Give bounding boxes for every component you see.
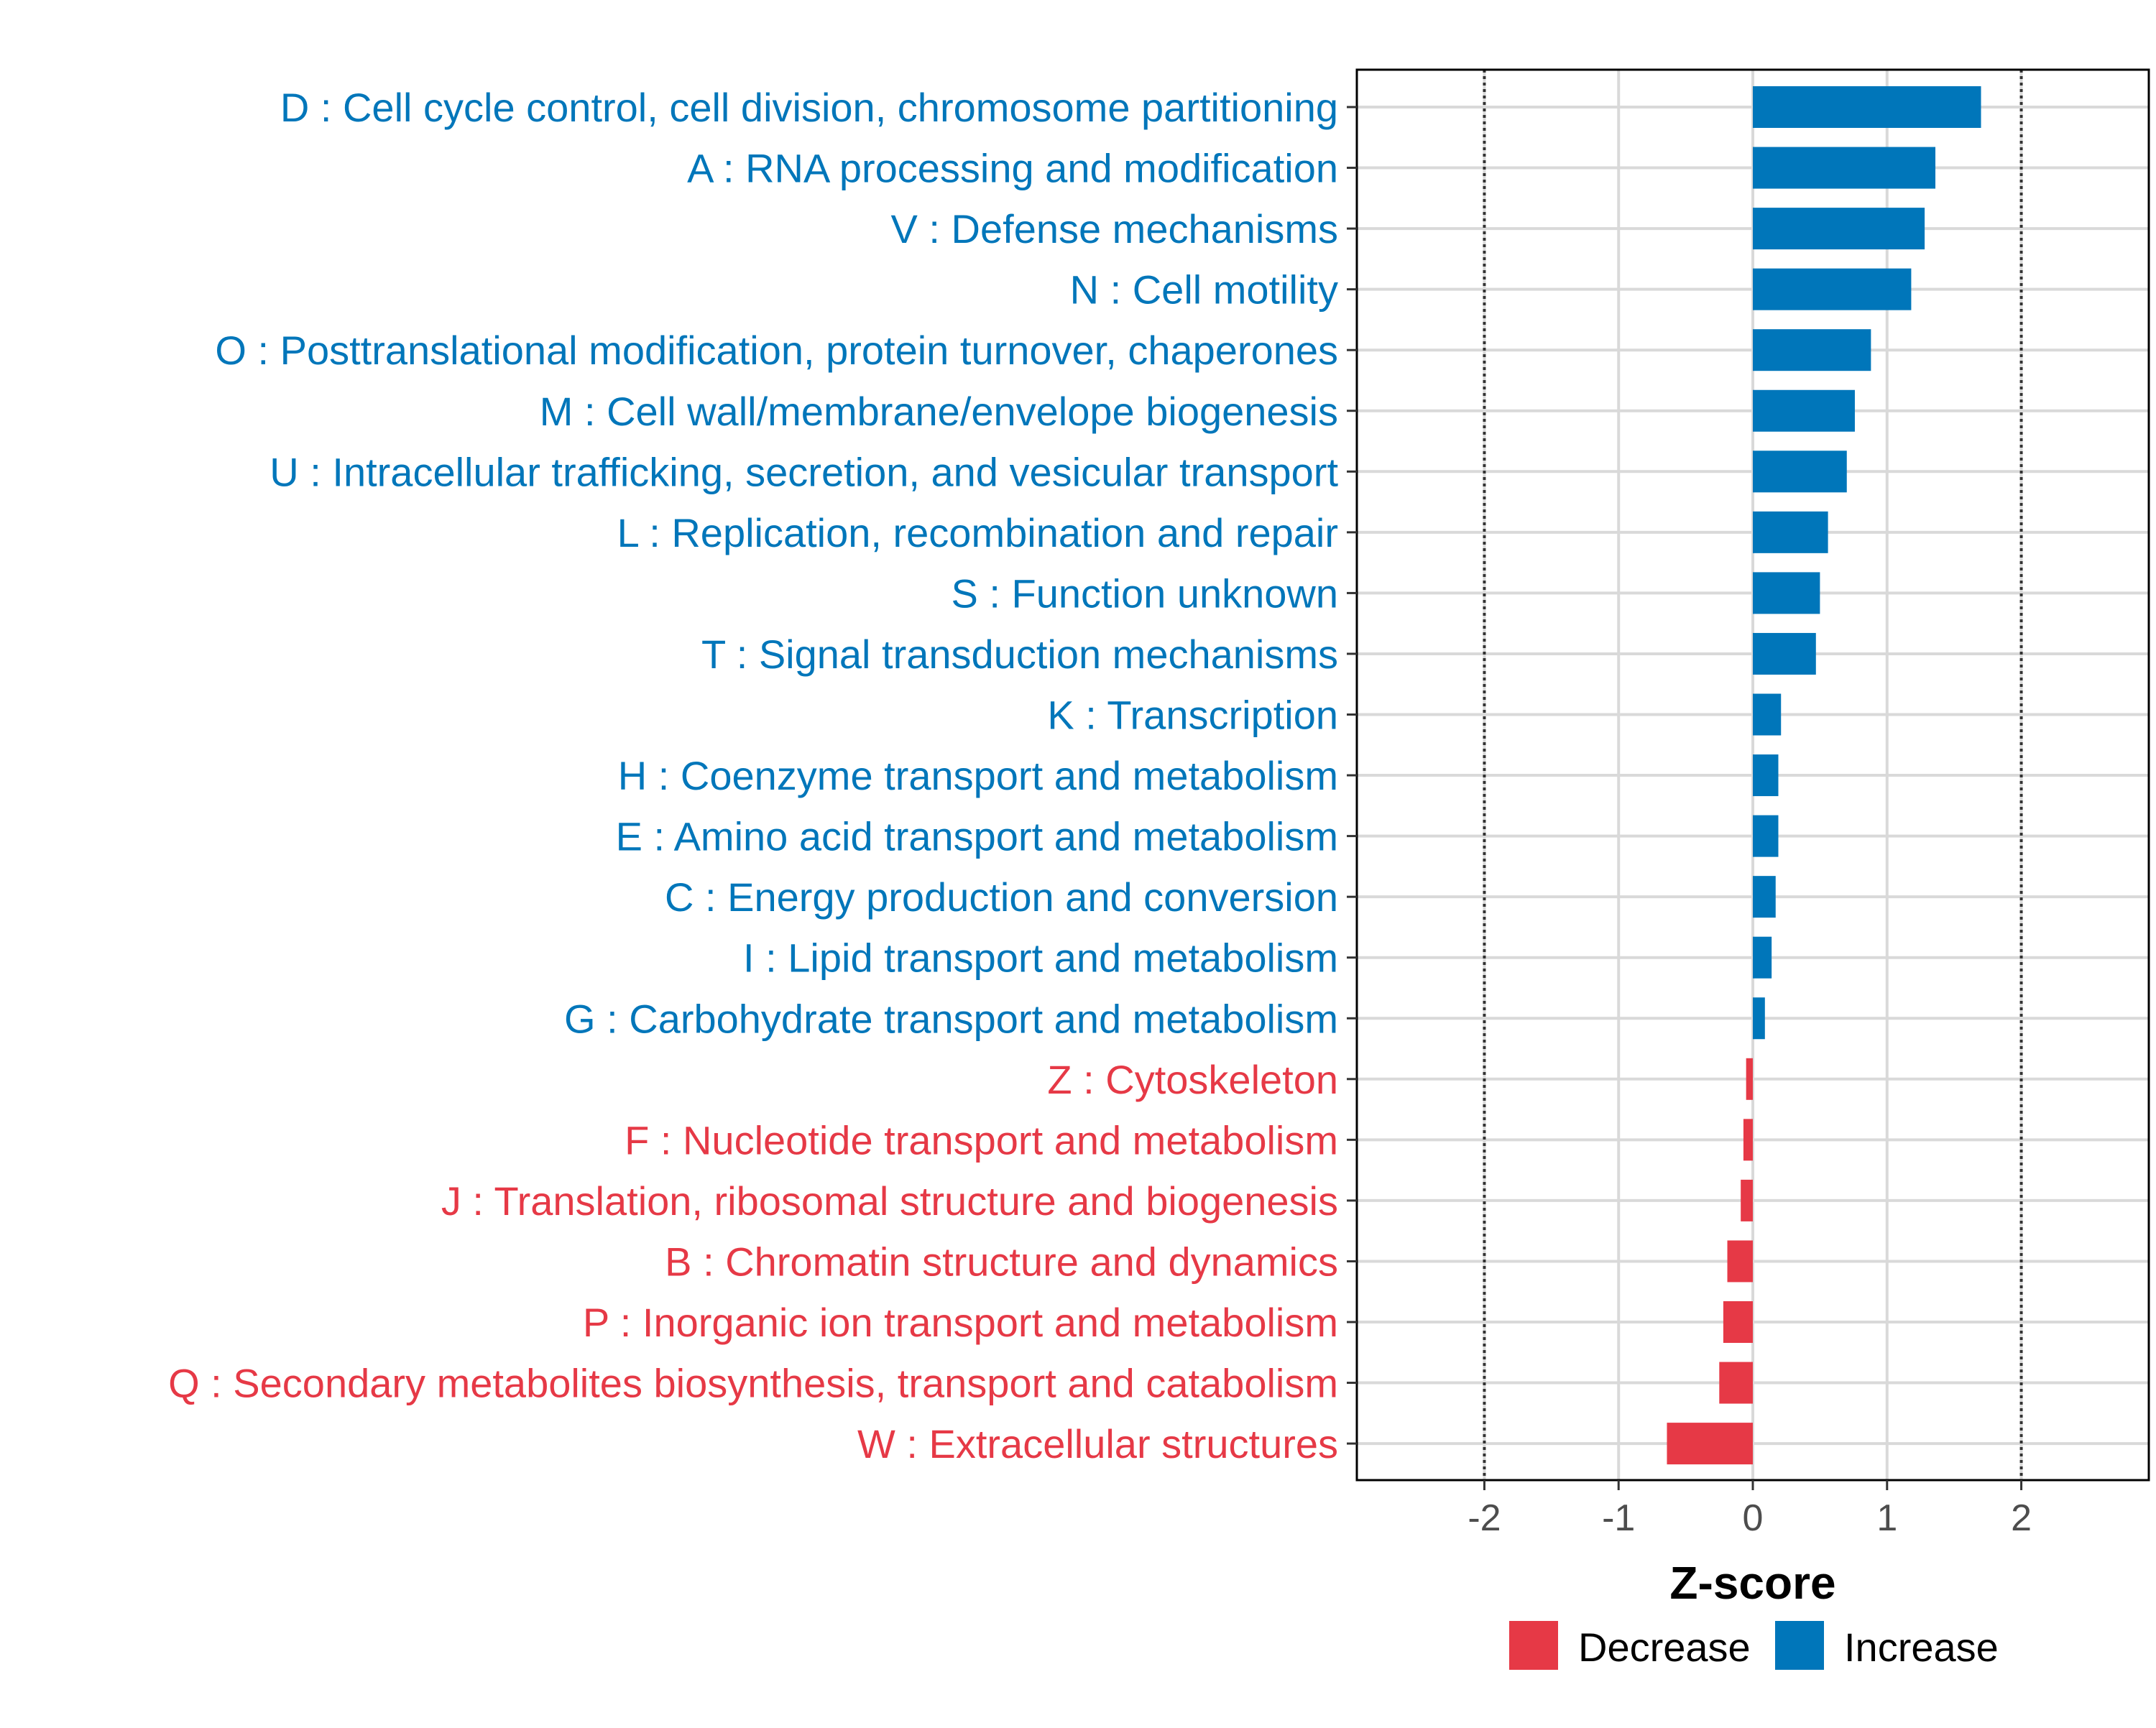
category-label: L : Replication, recombination and repai… bbox=[617, 510, 1338, 555]
reference-lines bbox=[1483, 70, 2023, 1480]
bar bbox=[1746, 1058, 1753, 1100]
bar bbox=[1753, 389, 1855, 432]
decrease-legend-label: Decrease bbox=[1578, 1625, 1751, 1670]
bar bbox=[1753, 329, 1871, 371]
bar bbox=[1753, 208, 1925, 250]
x-tick-label: 0 bbox=[1743, 1497, 1764, 1539]
bar bbox=[1753, 815, 1779, 857]
category-label: O : Posttranslational modification, prot… bbox=[215, 328, 1338, 373]
bar bbox=[1667, 1423, 1753, 1465]
bar bbox=[1719, 1362, 1753, 1404]
category-label: P : Inorganic ion transport and metaboli… bbox=[583, 1300, 1338, 1345]
category-label: K : Transcription bbox=[1047, 693, 1338, 738]
bar bbox=[1753, 997, 1765, 1040]
bar bbox=[1727, 1240, 1753, 1283]
category-label: F : Nucleotide transport and metabolism bbox=[625, 1117, 1338, 1163]
category-label: N : Cell motility bbox=[1070, 267, 1338, 313]
category-label: H : Coenzyme transport and metabolism bbox=[618, 753, 1338, 798]
increase-legend-swatch bbox=[1775, 1621, 1824, 1670]
bar bbox=[1753, 451, 1847, 493]
bar bbox=[1723, 1301, 1753, 1343]
y-axis-labels: D : Cell cycle control, cell division, c… bbox=[168, 85, 1338, 1466]
category-label: V : Defense mechanisms bbox=[891, 206, 1338, 251]
increase-legend-label: Increase bbox=[1844, 1625, 1999, 1670]
bar bbox=[1753, 572, 1820, 614]
category-label: D : Cell cycle control, cell division, c… bbox=[280, 85, 1338, 130]
bar bbox=[1753, 754, 1779, 797]
x-tick-label: -1 bbox=[1602, 1497, 1635, 1539]
category-label: S : Function unknown bbox=[951, 570, 1338, 616]
category-label: G : Carbohydrate transport and metabolis… bbox=[564, 996, 1338, 1041]
category-label: I : Lipid transport and metabolism bbox=[743, 935, 1338, 981]
category-label: M : Cell wall/membrane/envelope biogenes… bbox=[540, 389, 1338, 434]
bar bbox=[1753, 876, 1776, 918]
category-label: B : Chromatin structure and dynamics bbox=[665, 1239, 1338, 1284]
x-tick-label: -2 bbox=[1468, 1497, 1501, 1539]
bar bbox=[1753, 511, 1828, 553]
bar bbox=[1741, 1179, 1753, 1221]
bar bbox=[1743, 1119, 1753, 1161]
bar bbox=[1753, 936, 1772, 979]
y-axis-ticks bbox=[1347, 106, 1357, 1445]
bars bbox=[1667, 86, 1981, 1465]
bar bbox=[1753, 632, 1816, 675]
legend: Decrease Increase bbox=[1509, 1621, 1999, 1670]
x-tick-label: 1 bbox=[1876, 1497, 1897, 1539]
x-tick-label: 2 bbox=[2011, 1497, 2032, 1539]
category-label: A : RNA processing and modification bbox=[687, 146, 1338, 191]
x-axis-tick-labels: -2 -1 0 1 2 bbox=[1468, 1497, 2032, 1539]
category-label: E : Amino acid transport and metabolism bbox=[616, 814, 1338, 859]
bar bbox=[1753, 693, 1782, 736]
category-label: Z : Cytoskeleton bbox=[1047, 1057, 1338, 1102]
x-axis-title: Z-score bbox=[1669, 1557, 1835, 1609]
x-axis-ticks bbox=[1483, 1480, 2023, 1490]
category-label: T : Signal transduction mechanisms bbox=[701, 632, 1338, 677]
category-label: Q : Secondary metabolites biosynthesis, … bbox=[168, 1361, 1338, 1406]
decrease-legend-swatch bbox=[1509, 1621, 1558, 1670]
bar bbox=[1753, 268, 1912, 310]
bar bbox=[1753, 147, 1936, 189]
bar bbox=[1753, 86, 1981, 128]
category-label: U : Intracellular trafficking, secretion… bbox=[270, 449, 1338, 494]
category-label: J : Translation, ribosomal structure and… bbox=[441, 1178, 1338, 1224]
category-label: C : Energy production and conversion bbox=[665, 874, 1338, 920]
category-label: W : Extracellular structures bbox=[857, 1421, 1338, 1466]
